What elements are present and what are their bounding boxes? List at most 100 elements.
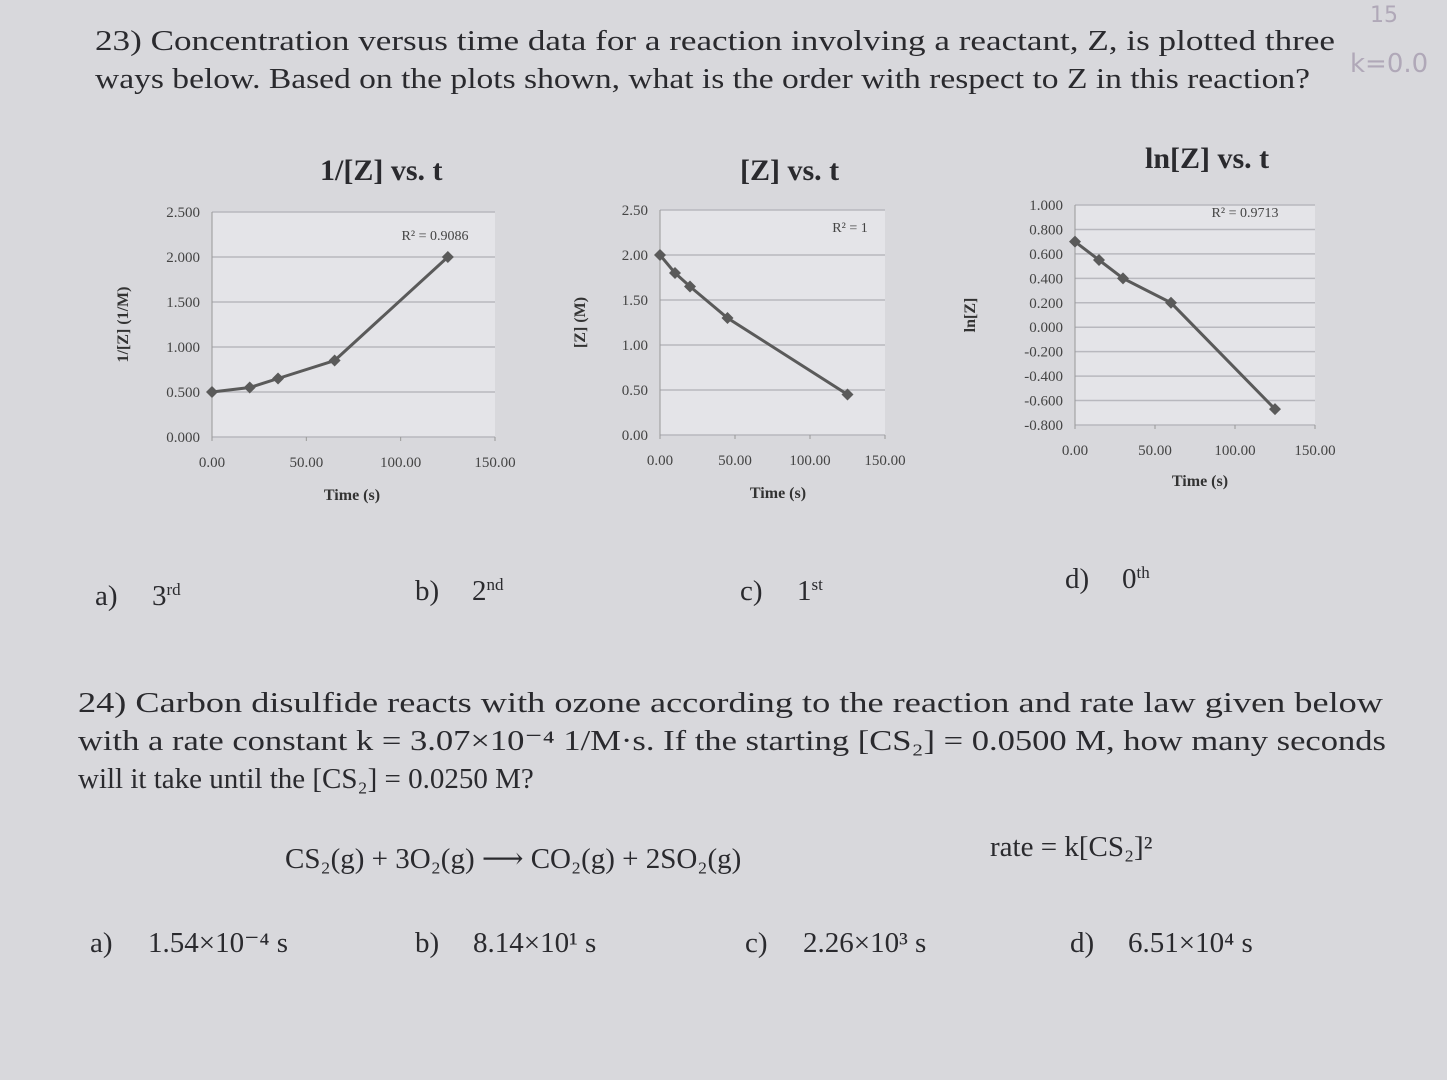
- data-point: [721, 312, 734, 324]
- y-tick-label: 2.00: [622, 248, 648, 264]
- y-axis-title: [Z] (M): [572, 297, 589, 348]
- x-axis-title: Time (s): [750, 485, 806, 502]
- y-tick-label: 0.000: [1029, 320, 1063, 336]
- data-point: [1069, 235, 1081, 248]
- rate-law: rate = k[CS₂]²: [990, 831, 1153, 863]
- option-label: b): [415, 575, 439, 607]
- question-text: with a rate constant k = 3.07×10⁻⁴ 1/M·s…: [78, 725, 1386, 757]
- plot-area: [1075, 205, 1315, 425]
- data-point: [654, 249, 666, 261]
- x-tick-label: 150.00: [864, 453, 905, 469]
- options: a) 1.54×10⁻⁴ s b) 8.14×10¹ s c) 2.26×10³ s d) 6…: [90, 927, 1253, 959]
- x-axis-title: Time (s): [1172, 473, 1228, 490]
- y-tick-label: 1.50: [622, 293, 648, 309]
- y-axis-title: 1/[Z] (1/M): [115, 287, 132, 363]
- y-tick-label: 0.400: [1029, 271, 1063, 287]
- question-text: will it take until the [CS₂] = 0.0250 M?: [78, 763, 534, 795]
- option-label: c): [745, 927, 768, 959]
- data-point: [243, 381, 256, 394]
- y-tick-label: 1.500: [166, 295, 200, 311]
- x-tick-label: 150.00: [1294, 443, 1335, 459]
- charts: 0.000 0.500 1.000 1.500 2.000 2.500 0.00 50.00 1…: [115, 142, 1336, 504]
- data-point: [1117, 272, 1129, 285]
- option-text: 2nd: [472, 575, 504, 607]
- y-tick-label: 0.50: [622, 383, 648, 399]
- y-axis-title: ln[Z]: [962, 298, 979, 333]
- data-point: [441, 251, 454, 263]
- y-tick-label: -0.800: [1024, 418, 1063, 434]
- annotation: R² = 0.9086: [402, 229, 469, 244]
- x-tick-label: 0.00: [1062, 443, 1088, 459]
- data-point: [669, 267, 681, 279]
- question-text: 24) Carbon disulfide reacts with ozone a…: [78, 687, 1383, 719]
- handwritten-note: k=0.0: [1350, 49, 1428, 79]
- option-number: 1: [797, 575, 812, 607]
- chart-title: [Z] vs. t: [740, 154, 839, 187]
- x-tick-label: 100.00: [789, 453, 830, 469]
- option-label: b): [415, 927, 439, 959]
- y-tick-label: 0.000: [166, 430, 200, 446]
- x-tick-label: 50.00: [718, 453, 752, 469]
- question-text: ways below. Based on the plots shown, wh…: [95, 63, 1310, 95]
- y-tick-label: 1.00: [622, 338, 648, 354]
- option-suffix: rd: [167, 580, 182, 599]
- x-tick-label: 0.00: [199, 455, 225, 471]
- handwritten-note: 15: [1370, 3, 1398, 28]
- option-label: a): [90, 927, 113, 959]
- option-label: a): [95, 580, 118, 612]
- y-tick-label: 0.500: [166, 385, 200, 401]
- y-tick-label: 1.000: [166, 340, 200, 356]
- data-point: [1269, 403, 1281, 416]
- x-tick-label: 100.00: [1214, 443, 1255, 459]
- y-tick-label: 0.800: [1029, 222, 1063, 238]
- y-tick-label: -0.400: [1024, 369, 1063, 385]
- option-text: 0th: [1122, 563, 1150, 595]
- option-text: 8.14×10¹ s: [473, 927, 596, 959]
- y-tick-label: 1.000: [1029, 198, 1063, 214]
- option-suffix: nd: [487, 575, 505, 594]
- option-text: 2.26×10³ s: [803, 927, 926, 959]
- equation: CS₂(g) + 3O₂(g) ⟶ CO₂(g) + 2SO₂(g): [285, 843, 741, 875]
- y-tick-label: 2.50: [622, 203, 648, 219]
- question-text: 23) Concentration versus time data for a…: [95, 25, 1335, 57]
- data-point: [1165, 296, 1177, 309]
- data-point: [684, 280, 696, 293]
- y-tick-label: -0.600: [1024, 394, 1063, 410]
- y-tick-label: 2.500: [166, 205, 200, 221]
- x-tick-label: 100.00: [380, 455, 421, 471]
- option-text: 1.54×10⁻⁴ s: [148, 927, 288, 959]
- options: a) 3rd b) 2nd c) 1st d) 0th: [95, 563, 1150, 612]
- data-point: [272, 372, 285, 385]
- option-suffix: th: [1137, 563, 1151, 582]
- option-text: 6.51×10⁴ s: [1128, 927, 1253, 959]
- x-tick-label: 0.00: [647, 453, 673, 469]
- option-number: 0: [1122, 563, 1137, 595]
- y-tick-label: -0.200: [1024, 345, 1063, 361]
- x-tick-label: 50.00: [1138, 443, 1172, 459]
- plot-area: [660, 210, 885, 435]
- data-point: [328, 354, 341, 367]
- y-tick-label: 0.200: [1029, 296, 1063, 312]
- data-point: [1093, 254, 1105, 266]
- y-tick-label: 2.000: [166, 250, 200, 266]
- option-number: 3: [152, 580, 167, 612]
- data-point: [206, 386, 218, 398]
- option-label: d): [1070, 927, 1094, 959]
- annotation: R² = 1: [832, 221, 867, 236]
- option-text: 3rd: [152, 580, 181, 612]
- option-label: d): [1065, 563, 1089, 595]
- chart-title: ln[Z] vs. t: [1145, 142, 1269, 175]
- option-text: 1st: [797, 575, 823, 607]
- x-tick-label: 150.00: [474, 455, 515, 471]
- x-tick-label: 50.00: [289, 455, 323, 471]
- option-label: c): [740, 575, 763, 607]
- annotation: R² = 0.9713: [1212, 206, 1279, 221]
- y-tick-label: 0.00: [622, 428, 648, 444]
- chart-title: 1/[Z] vs. t: [320, 154, 443, 187]
- y-tick-label: 0.600: [1029, 247, 1063, 263]
- x-axis-title: Time (s): [324, 487, 380, 504]
- option-number: 2: [472, 575, 487, 607]
- option-suffix: st: [812, 575, 824, 594]
